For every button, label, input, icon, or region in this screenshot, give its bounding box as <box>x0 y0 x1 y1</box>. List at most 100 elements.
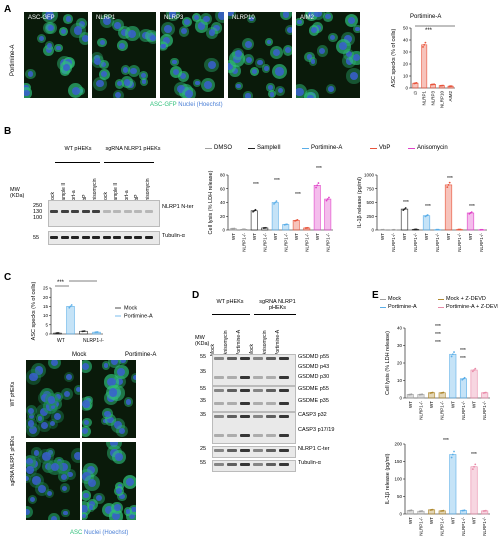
caption-asc: ASC <box>70 530 83 536</box>
blot-band <box>253 434 263 437</box>
y-tick-label: 750 <box>366 186 374 191</box>
image-title: AIM2 <box>300 15 315 21</box>
divider <box>104 162 154 163</box>
panel-letter-a: A <box>4 4 12 15</box>
nucleus <box>116 81 122 87</box>
nucleus <box>29 426 38 435</box>
nucleus <box>263 66 269 72</box>
nucleus <box>141 79 147 84</box>
band-tubulin <box>71 236 79 239</box>
blot-band <box>266 463 276 466</box>
b1-point <box>244 228 246 231</box>
nucleus <box>94 57 102 65</box>
blot-band <box>240 389 250 392</box>
nucleus <box>29 372 38 382</box>
panel-e-chart-lysis: 0 10 20 30 40 Cell lysis (% LDH release) WT NLR… <box>385 324 490 420</box>
x-tick-label: NLRP3 <box>431 91 436 106</box>
nucleus <box>99 39 105 46</box>
nucleus <box>26 476 30 482</box>
mw-mark: 55 <box>200 386 207 392</box>
band-nlrp1 <box>123 210 132 213</box>
b2-point <box>382 228 385 231</box>
nucleus <box>185 89 194 98</box>
nucleus <box>198 22 206 30</box>
lane-label: Anisomycin <box>262 330 268 356</box>
blot-band <box>253 389 263 392</box>
blot-band <box>240 402 250 405</box>
b1-point <box>325 199 328 202</box>
b2-bar <box>466 212 475 231</box>
micrograph-nlrp3 <box>160 12 224 98</box>
x-tick-label: NLRP1-/- <box>304 233 309 252</box>
nucleus <box>310 27 317 34</box>
blot-band <box>279 402 289 405</box>
b1-point <box>274 201 277 204</box>
divider <box>55 162 100 163</box>
mw-mark: 35 <box>200 412 207 418</box>
y-tick-label: 1000 <box>364 173 375 178</box>
nucleus <box>28 413 34 419</box>
nucleus <box>26 466 35 474</box>
blot-band <box>279 357 289 360</box>
legend-label: Anisomycin <box>417 145 448 151</box>
x-tick-label: WT <box>424 233 429 240</box>
x-tick-label: NLRP1-/- <box>283 233 288 252</box>
nucleus <box>213 24 220 32</box>
x-tick-label: NLRP1-/- <box>391 233 396 252</box>
e1-point <box>442 391 445 394</box>
c-bar <box>66 306 75 335</box>
legend-label: DMSO <box>214 145 232 151</box>
b1-point <box>254 208 257 211</box>
band-nlrp1 <box>92 210 100 213</box>
significance: *** <box>295 192 301 198</box>
nucleus <box>51 360 59 367</box>
nucleus <box>120 360 126 363</box>
nucleus <box>275 67 284 76</box>
e2-point <box>431 508 434 511</box>
band-tubulin <box>102 236 111 239</box>
nucleus <box>141 72 146 78</box>
nucleus <box>236 83 241 89</box>
micrograph-c-1-0 <box>26 442 80 520</box>
y-tick-label: 10 <box>43 313 49 318</box>
y-tick-label: 50 <box>397 494 403 499</box>
y-tick-label: 0 <box>371 228 374 233</box>
nucleus <box>89 501 96 508</box>
nucleus <box>125 478 134 487</box>
b1-bar <box>292 220 300 231</box>
nucleus <box>107 416 114 424</box>
blot-band <box>227 463 237 466</box>
legend-swatch <box>408 148 415 149</box>
significance: *** <box>425 28 433 34</box>
e1-point <box>453 351 455 353</box>
nucleus <box>133 375 136 381</box>
y-tick-label: 0 <box>222 228 225 233</box>
c-point <box>57 332 60 334</box>
nucleus <box>306 53 313 60</box>
nucleus <box>87 478 97 488</box>
panel-c-caption: ASC Nuclei (Hoechst) <box>70 530 128 536</box>
micrograph-c-0-0 <box>26 360 80 438</box>
nucleus <box>245 41 252 48</box>
legend-label: Mock + Z-DEVD <box>446 296 486 302</box>
nucleus <box>112 512 120 520</box>
b2-point <box>446 186 449 189</box>
y-tick-label: 25 <box>43 286 49 291</box>
b2-point <box>404 207 407 209</box>
nucleus <box>104 410 111 417</box>
x-tick-label: WT <box>252 233 257 240</box>
band-label: GSDMD p55 <box>298 354 330 360</box>
legend-label: Portimine-A <box>388 304 417 310</box>
y-tick-label: 150 <box>394 459 402 464</box>
e2-point <box>450 456 453 459</box>
x-tick-label: WT <box>380 233 385 240</box>
e1-point <box>410 393 413 396</box>
y-tick-label: 40 <box>397 326 403 331</box>
nucleus <box>228 12 234 17</box>
b1-point <box>253 209 256 212</box>
significance: *** <box>253 182 259 188</box>
nucleus <box>38 485 46 493</box>
significance: *** <box>435 340 441 346</box>
nucleus <box>114 504 121 511</box>
